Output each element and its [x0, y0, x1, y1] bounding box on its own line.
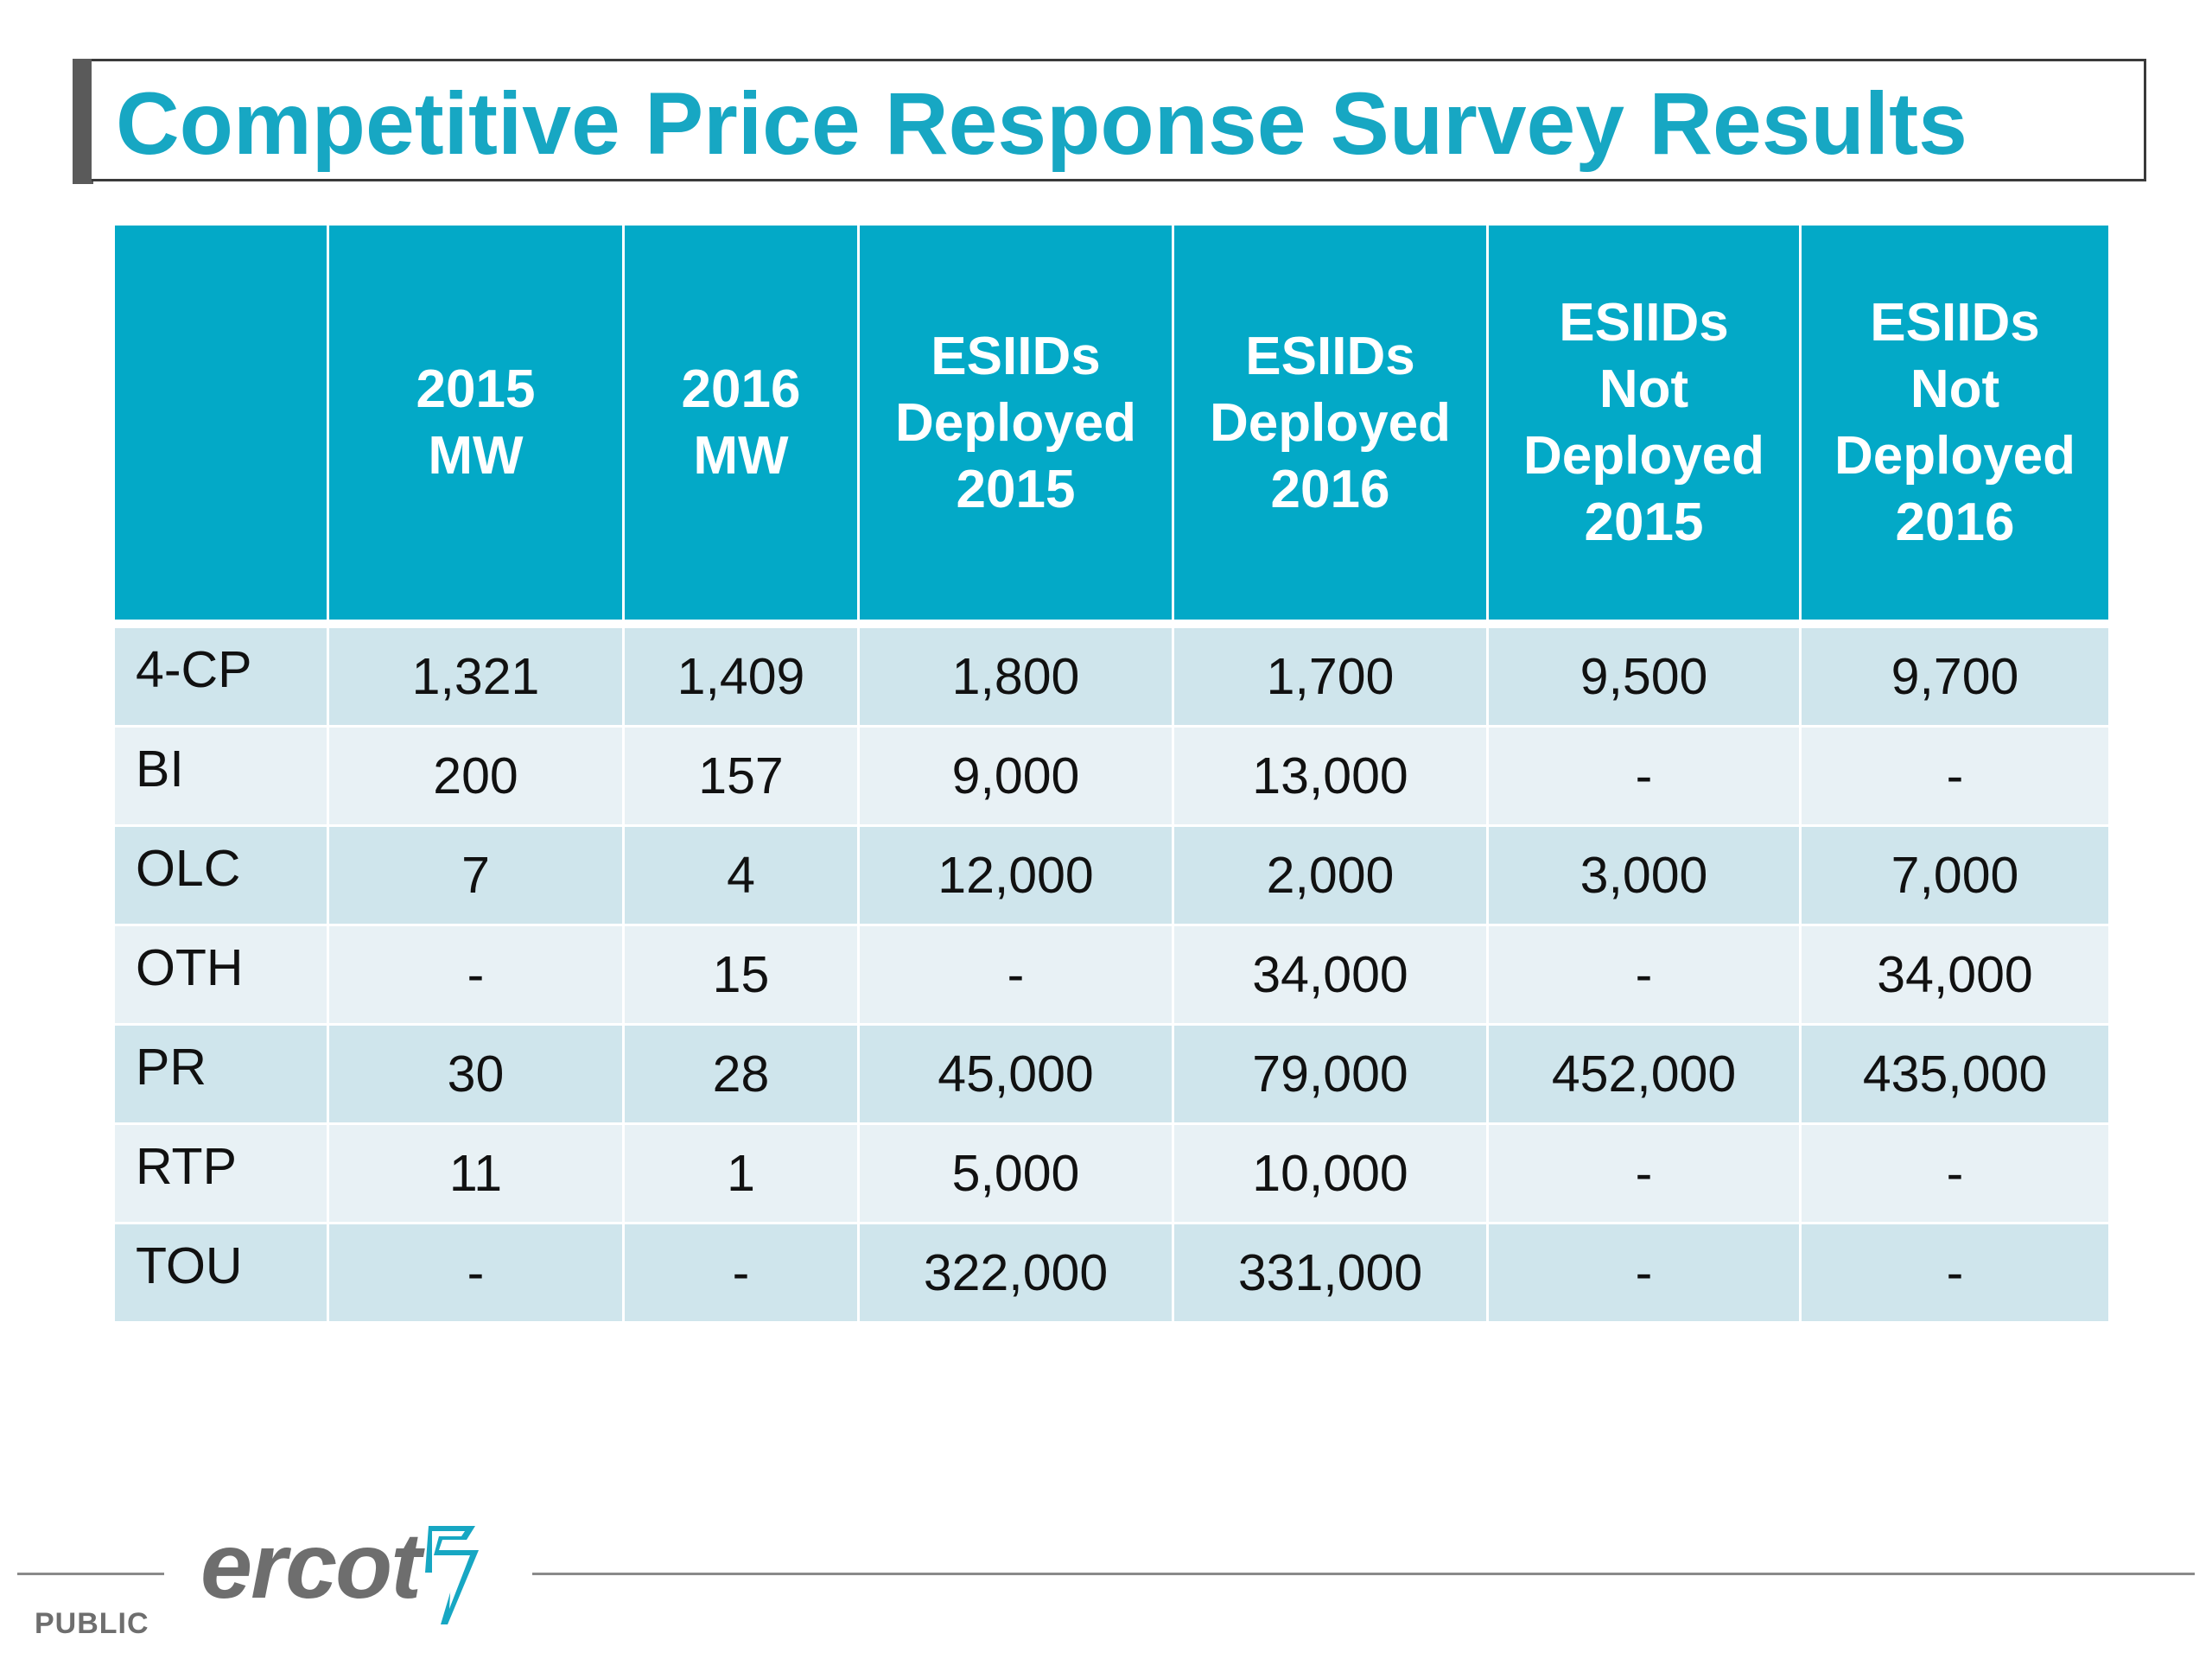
- table-cell: -: [857, 924, 1174, 1026]
- table-cell: 200: [327, 725, 625, 827]
- table-cell: -: [622, 1222, 860, 1324]
- table-cell: 435,000: [1799, 1023, 2111, 1125]
- table-cell: 5,000: [857, 1122, 1174, 1224]
- header-cell-esiids-not-deployed-2015: ESIIDs Not Deployed 2015: [1486, 223, 1802, 628]
- table-cell: 15: [622, 924, 860, 1026]
- table-cell: -: [1799, 725, 2111, 827]
- header-cell-esiids-deployed-2015: ESIIDs Deployed 2015: [857, 223, 1174, 628]
- header-line: Deployed: [1834, 426, 2076, 486]
- table-cell: 34,000: [1172, 924, 1489, 1026]
- table-cell: 3,000: [1486, 824, 1802, 926]
- table-cell: 7: [327, 824, 625, 926]
- table-row: BI 200 157 9,000 13,000 - -: [112, 725, 2111, 827]
- table-cell: 1,409: [622, 622, 860, 728]
- table-cell: -: [1486, 1122, 1802, 1224]
- header-line: MW: [428, 426, 524, 486]
- table-cell: 13,000: [1172, 725, 1489, 827]
- header-line: 2015: [1584, 493, 1704, 552]
- header-line: Deployed: [1209, 392, 1452, 453]
- header-cell-esiids-not-deployed-2016: ESIIDs Not Deployed 2016: [1799, 223, 2111, 628]
- table-cell: 7,000: [1799, 824, 2111, 926]
- header-line: MW: [693, 426, 789, 486]
- header-cell-blank: [112, 223, 329, 628]
- table-cell: -: [1486, 725, 1802, 827]
- classification-label: PUBLIC: [35, 1607, 149, 1640]
- table-cell: 10,000: [1172, 1122, 1489, 1224]
- row-label: OTH: [112, 924, 329, 1026]
- table-cell: 9,700: [1799, 622, 2111, 728]
- header-cell-2015-mw: 2015 MW: [327, 223, 625, 628]
- table-row: PR 30 28 45,000 79,000 452,000 435,000: [112, 1023, 2111, 1125]
- table-cell: 12,000: [857, 824, 1174, 926]
- table-cell: 30: [327, 1023, 625, 1125]
- table-cell: 45,000: [857, 1023, 1174, 1125]
- header-line: ESIIDs: [1559, 293, 1729, 353]
- header-line: ESIIDs: [1245, 326, 1415, 386]
- table-cell: 452,000: [1486, 1023, 1802, 1125]
- table-cell: -: [1486, 1222, 1802, 1324]
- table-header-row: 2015 MW 2016 MW ESIIDs Deployed 2015 ESI…: [112, 223, 2111, 628]
- table-cell: 1,800: [857, 622, 1174, 728]
- header-cell-2016-mw: 2016 MW: [622, 223, 860, 628]
- table-cell: 1,321: [327, 622, 625, 728]
- table-cell: 9,000: [857, 725, 1174, 827]
- table-cell: 11: [327, 1122, 625, 1224]
- table-cell: -: [1486, 924, 1802, 1026]
- row-label: 4-CP: [112, 622, 329, 728]
- table-cell: 322,000: [857, 1222, 1174, 1324]
- footer-divider-left: [17, 1573, 164, 1575]
- table-row: TOU - - 322,000 331,000 - -: [112, 1222, 2111, 1324]
- table-cell: 157: [622, 725, 860, 827]
- header-line: Not: [1910, 359, 2000, 419]
- header-line: Deployed: [894, 392, 1137, 453]
- ercot-logo-text: ercot: [200, 1513, 422, 1618]
- ercot-logo-icon: [425, 1526, 479, 1624]
- table-cell: 4: [622, 824, 860, 926]
- table-cell: -: [327, 924, 625, 1026]
- header-line: Not: [1599, 359, 1689, 419]
- header-cell-esiids-deployed-2016: ESIIDs Deployed 2016: [1172, 223, 1489, 628]
- table-cell: -: [1799, 1222, 2111, 1324]
- header-line: 2016: [1895, 493, 2015, 552]
- table-row: 4-CP 1,321 1,409 1,800 1,700 9,500 9,700: [112, 622, 2111, 728]
- row-label: PR: [112, 1023, 329, 1125]
- footer-divider-right: [532, 1573, 2195, 1575]
- table-cell: 1: [622, 1122, 860, 1224]
- header-line: 2016: [681, 359, 801, 419]
- title-accent-bar: [73, 59, 93, 184]
- header-line: 2015: [956, 459, 1076, 519]
- table-cell: 34,000: [1799, 924, 2111, 1026]
- survey-results-table: 2015 MW 2016 MW ESIIDs Deployed 2015 ESI…: [112, 223, 2111, 1324]
- table-cell: 1,700: [1172, 622, 1489, 728]
- header-line: 2016: [1270, 459, 1390, 519]
- row-label: BI: [112, 725, 329, 827]
- header-line: 2015: [416, 359, 536, 419]
- header-line: ESIIDs: [1870, 293, 2040, 353]
- row-label: TOU: [112, 1222, 329, 1324]
- table-cell: 331,000: [1172, 1222, 1489, 1324]
- table-row: OLC 7 4 12,000 2,000 3,000 7,000: [112, 824, 2111, 926]
- page-title: Competitive Price Response Survey Result…: [116, 74, 1967, 173]
- row-label: RTP: [112, 1122, 329, 1224]
- table-cell: 9,500: [1486, 622, 1802, 728]
- table-cell: -: [327, 1222, 625, 1324]
- table-cell: 79,000: [1172, 1023, 1489, 1125]
- title-box: [92, 59, 2146, 181]
- table-cell: 2,000: [1172, 824, 1489, 926]
- table-cell: -: [1799, 1122, 2111, 1224]
- table-row: OTH - 15 - 34,000 - 34,000: [112, 924, 2111, 1026]
- row-label: OLC: [112, 824, 329, 926]
- table-cell: 28: [622, 1023, 860, 1125]
- table-row: RTP 11 1 5,000 10,000 - -: [112, 1122, 2111, 1224]
- header-line: Deployed: [1522, 426, 1765, 486]
- header-line: ESIIDs: [931, 326, 1101, 386]
